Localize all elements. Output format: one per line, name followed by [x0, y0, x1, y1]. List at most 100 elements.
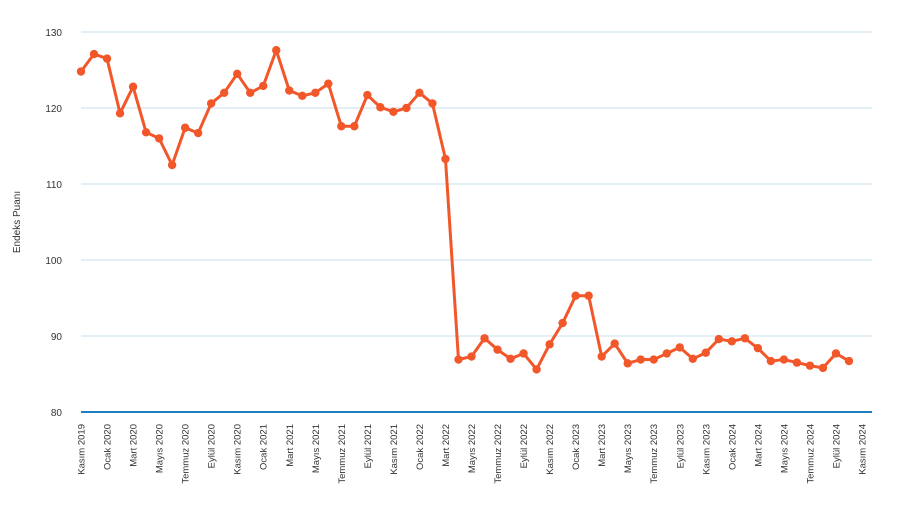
data-point [493, 345, 502, 354]
x-tick-label: Mayıs 2022 [467, 424, 478, 473]
x-tick-label: Mart 2021 [285, 424, 296, 467]
data-point [519, 349, 528, 358]
y-tick-label: 120 [45, 104, 62, 115]
data-point [167, 160, 177, 170]
data-point [675, 343, 684, 352]
x-tick-label: Ocak 2020 [103, 424, 114, 470]
x-tick-label: Temmuz 2020 [181, 424, 192, 484]
data-point [376, 103, 385, 112]
data-point [115, 109, 125, 118]
x-tick-label: Mart 2023 [597, 424, 608, 467]
data-point [558, 318, 567, 328]
data-point [350, 122, 359, 131]
y-tick-label: 100 [45, 256, 62, 267]
data-point [389, 107, 398, 117]
data-point [259, 81, 268, 91]
data-point [298, 91, 307, 101]
data-point [480, 334, 489, 343]
data-point [128, 82, 138, 91]
data-point [779, 355, 789, 364]
data-point [102, 54, 112, 63]
x-tick-label: Kasım 2024 [858, 424, 869, 475]
data-point [272, 46, 281, 55]
data-point [76, 67, 86, 76]
data-point [844, 356, 854, 366]
data-point [623, 359, 632, 368]
x-tick-label: Mart 2020 [129, 424, 140, 467]
x-tick-label: Kasım 2020 [233, 424, 244, 475]
y-tick-label: 130 [45, 28, 62, 39]
data-point [193, 128, 203, 138]
data-point [766, 356, 776, 366]
x-tick-label: Mayıs 2024 [779, 424, 790, 473]
data-point [610, 339, 619, 348]
data-point [792, 358, 802, 367]
data-point [506, 354, 515, 363]
data-point [545, 340, 554, 349]
x-tick-label: Mayıs 2023 [623, 424, 634, 473]
data-point [727, 337, 737, 346]
y-tick-label: 80 [51, 408, 63, 419]
data-point [441, 154, 450, 164]
data-point [571, 291, 580, 300]
series-layer [76, 46, 854, 374]
data-point [805, 361, 815, 370]
x-tick-label: Eylül 2024 [831, 424, 842, 468]
data-point [285, 86, 294, 95]
x-tick-label: Mart 2024 [753, 424, 764, 467]
x-tick-label: Temmuz 2021 [337, 424, 348, 484]
data-point [467, 352, 476, 361]
data-point [206, 99, 216, 108]
data-point [714, 334, 724, 344]
data-point [701, 348, 710, 357]
data-point [454, 355, 463, 364]
data-point [753, 343, 763, 353]
x-tick-label: Kasım 2021 [389, 424, 400, 475]
y-axis: 80 90 100 110 120 130 [45, 28, 62, 419]
x-tick-label: Eylül 2020 [207, 424, 218, 468]
data-point [649, 355, 658, 364]
data-point [740, 334, 750, 343]
x-tick-label: Mayıs 2020 [155, 424, 166, 473]
data-point [662, 349, 671, 358]
data-point [363, 90, 372, 100]
data-point [818, 363, 828, 373]
x-tick-label: Mart 2022 [441, 424, 452, 467]
x-tick-label: Kasım 2023 [701, 424, 712, 475]
gridlines [81, 31, 872, 413]
x-tick-label: Mayıs 2021 [311, 424, 322, 473]
data-point [428, 99, 437, 108]
x-tick-label: Eylül 2023 [675, 424, 686, 468]
data-point [597, 352, 606, 361]
data-point [831, 349, 841, 358]
x-tick-label: Ocak 2024 [727, 424, 738, 470]
x-tick-label: Eylül 2022 [519, 424, 530, 468]
x-tick-label: Kasım 2019 [77, 424, 88, 475]
data-point [415, 88, 424, 98]
series-line [79, 48, 851, 371]
x-axis: Kasım 2019 Ocak 2020 Mart 2020 Mayıs 2020 Te… [77, 424, 869, 484]
x-tick-label: Ocak 2021 [259, 424, 270, 470]
data-point [532, 365, 541, 374]
x-tick-label: Temmuz 2024 [805, 424, 816, 484]
data-point [688, 354, 697, 363]
data-point [324, 79, 333, 88]
data-point [233, 69, 242, 79]
data-point [636, 355, 645, 364]
data-point [584, 291, 593, 300]
y-tick-label: 90 [51, 332, 63, 343]
data-point [180, 123, 190, 132]
data-point [154, 134, 164, 143]
data-point [141, 128, 151, 137]
data-point [219, 88, 229, 98]
y-axis-title: Endeks Puanı [12, 191, 23, 253]
x-tick-label: Ocak 2023 [571, 424, 582, 470]
data-point [311, 88, 320, 98]
data-point [402, 103, 411, 113]
x-tick-label: Temmuz 2022 [493, 424, 504, 484]
x-tick-label: Ocak 2022 [415, 424, 426, 470]
data-point [89, 49, 99, 59]
x-tick-label: Kasım 2022 [545, 424, 556, 475]
y-tick-label: 110 [46, 180, 62, 191]
